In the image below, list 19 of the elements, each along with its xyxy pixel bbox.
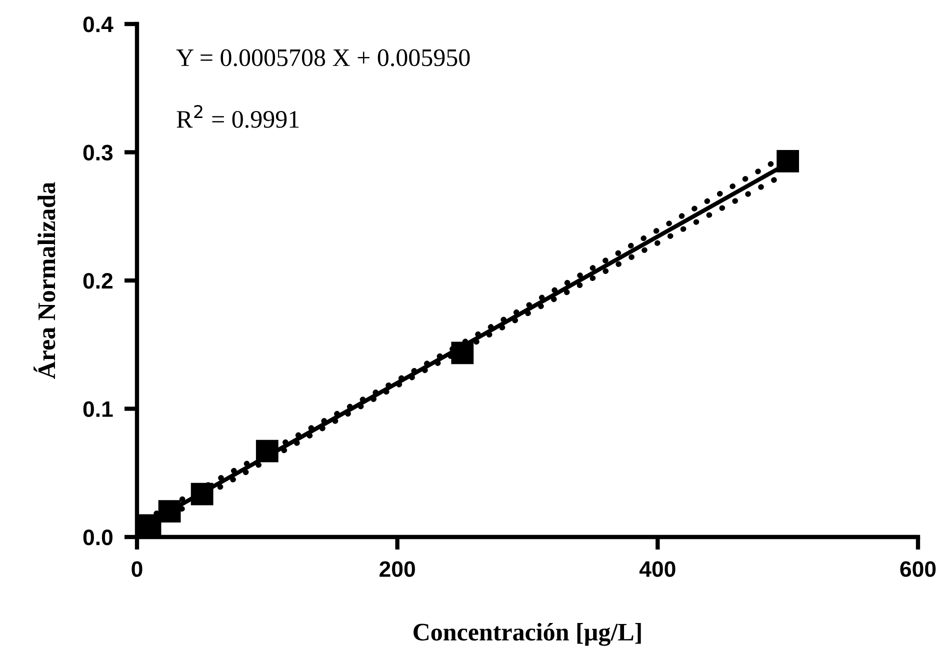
x-axis-title: Concentración [µg/L] <box>414 622 641 646</box>
x-tick-label: 0 <box>132 561 142 577</box>
y-tick-label: 0.4 <box>83 16 114 32</box>
point <box>138 514 162 537</box>
point <box>451 342 474 364</box>
x-tick-label: 400 <box>639 561 676 577</box>
y-tick-label: 0.2 <box>83 273 112 289</box>
x-tick-label: 600 <box>900 561 936 577</box>
point <box>256 440 278 462</box>
y-tick-label: 0.1 <box>83 401 113 418</box>
point <box>776 150 800 172</box>
point <box>158 500 181 523</box>
annotation: R$^{2}$ = 0.9991 <box>176 105 299 128</box>
annotation: Y = 0.0005708 X + 0.005950 <box>176 49 470 66</box>
y-tick-label: 0.3 <box>83 144 113 161</box>
x-tick-label: 200 <box>380 561 415 577</box>
y-tick-label: 0.0 <box>83 530 112 546</box>
point <box>190 482 214 506</box>
y-axis-title: Área Normalizada <box>34 182 56 379</box>
